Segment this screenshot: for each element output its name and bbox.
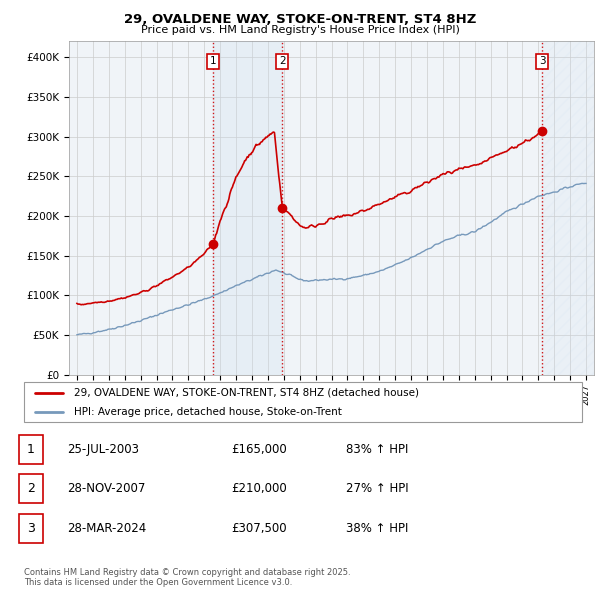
FancyBboxPatch shape [19,474,43,503]
Text: 83% ↑ HPI: 83% ↑ HPI [346,443,409,456]
Text: 28-NOV-2007: 28-NOV-2007 [67,481,145,495]
Text: 28-MAR-2024: 28-MAR-2024 [67,522,146,535]
Text: 3: 3 [539,56,545,66]
FancyBboxPatch shape [19,514,43,543]
Text: 29, OVALDENE WAY, STOKE-ON-TRENT, ST4 8HZ (detached house): 29, OVALDENE WAY, STOKE-ON-TRENT, ST4 8H… [74,388,419,398]
Text: 27% ↑ HPI: 27% ↑ HPI [346,481,409,495]
Text: £210,000: £210,000 [231,481,287,495]
Text: 38% ↑ HPI: 38% ↑ HPI [346,522,409,535]
Text: £307,500: £307,500 [231,522,287,535]
Bar [542,41,594,375]
Text: 25-JUL-2003: 25-JUL-2003 [67,443,139,456]
Text: 2: 2 [27,481,35,495]
Text: 29, OVALDENE WAY, STOKE-ON-TRENT, ST4 8HZ: 29, OVALDENE WAY, STOKE-ON-TRENT, ST4 8H… [124,13,476,26]
FancyBboxPatch shape [24,382,582,422]
Text: 2: 2 [279,56,286,66]
Text: £165,000: £165,000 [231,443,287,456]
Text: 1: 1 [210,56,217,66]
Text: Price paid vs. HM Land Registry's House Price Index (HPI): Price paid vs. HM Land Registry's House … [140,25,460,35]
Text: 3: 3 [27,522,35,535]
Bar [213,41,283,375]
Text: 1: 1 [27,443,35,456]
Text: HPI: Average price, detached house, Stoke-on-Trent: HPI: Average price, detached house, Stok… [74,407,342,417]
Text: Contains HM Land Registry data © Crown copyright and database right 2025.
This d: Contains HM Land Registry data © Crown c… [24,568,350,587]
FancyBboxPatch shape [19,435,43,464]
